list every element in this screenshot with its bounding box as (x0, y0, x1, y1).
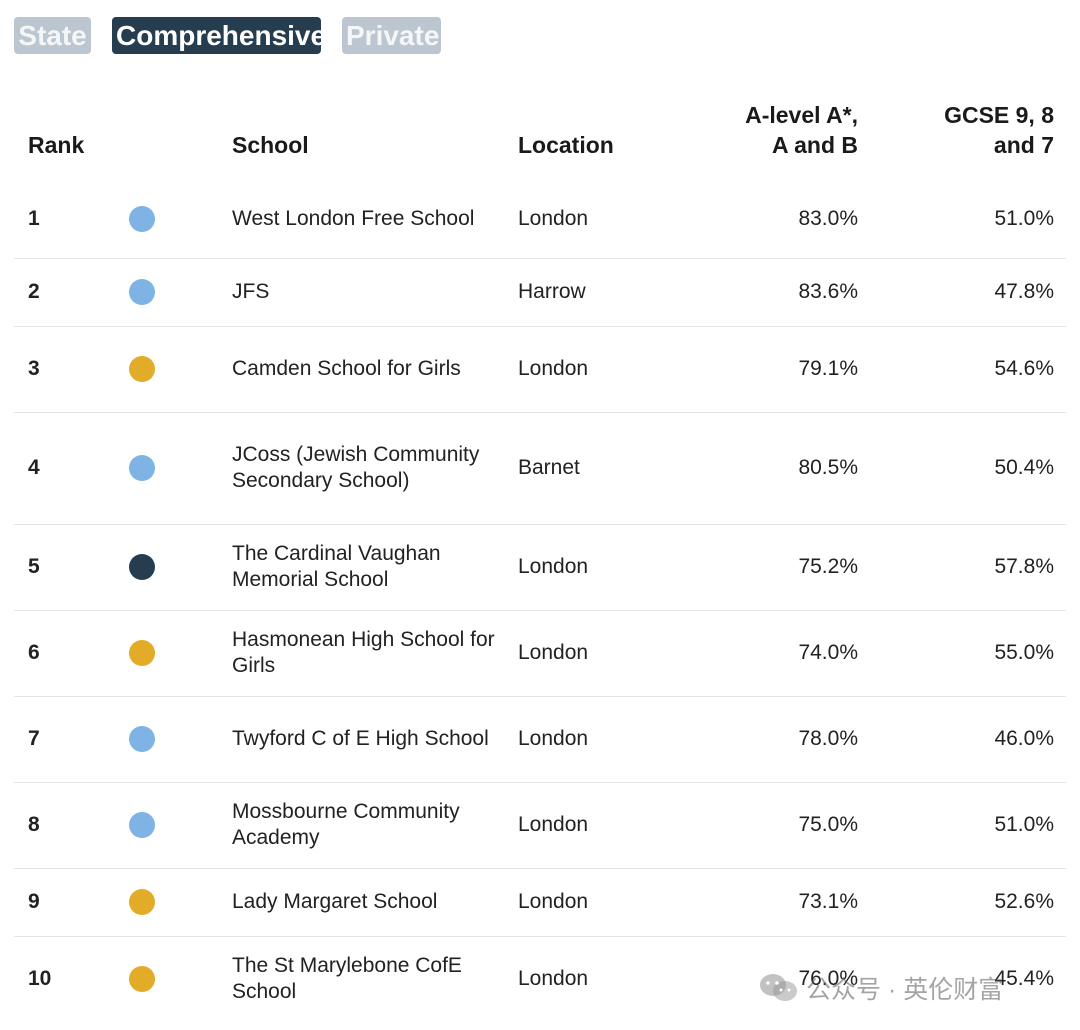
header-alevel[interactable]: A-level A*, A and B (706, 100, 858, 180)
location-cell: Harrow (518, 280, 586, 303)
rank-cell: 4 (28, 456, 40, 479)
location-cell: London (518, 890, 589, 913)
rank-cell: 9 (28, 890, 40, 913)
school-type-legend: State Comprehensive Private (14, 17, 441, 54)
school-type-dot (129, 640, 155, 667)
alevel-cell: 80.5% (798, 456, 858, 479)
school-type-dot (129, 554, 155, 581)
rank-cell: 5 (28, 555, 40, 578)
type-cell (122, 412, 232, 524)
type-cell (122, 524, 232, 610)
table-row[interactable]: 9 Lady Margaret School London 73.1% 52.6% (14, 868, 1066, 936)
location-cell: London (518, 727, 589, 750)
gcse-cell: 51.0% (994, 813, 1054, 836)
location-cell: Barnet (518, 456, 580, 479)
school-cell: JCoss (Jewish Community Secondary School… (232, 443, 480, 492)
legend-tag-private[interactable]: Private (342, 17, 441, 54)
school-cell: West London Free School (232, 206, 475, 230)
school-type-dot (129, 279, 155, 306)
header-alevel-line2: A and B (771, 132, 858, 158)
gcse-cell: 46.0% (994, 727, 1054, 750)
table-row[interactable]: 3 Camden School for Girls London 79.1% 54.6% (14, 326, 1066, 412)
table-row[interactable]: 7 Twyford C of E High School London 78.0% 46… (14, 696, 1066, 782)
header-gcse-line2: and 7 (993, 132, 1054, 158)
table-row[interactable]: 1 West London Free School London 83.0% 51.0% (14, 180, 1066, 258)
type-cell (122, 258, 232, 326)
legend-tag-state[interactable]: State (14, 17, 91, 54)
table-header-row: Rank School Location A-level A*, A and B… (14, 100, 1066, 180)
alevel-cell: 79.1% (798, 357, 858, 380)
type-cell (122, 610, 232, 696)
header-location[interactable]: Location (518, 132, 614, 158)
school-type-dot (129, 205, 155, 232)
school-ranking-table: Rank School Location A-level A*, A and B… (14, 100, 1066, 1022)
gcse-cell: 47.8% (994, 280, 1054, 303)
rank-cell: 6 (28, 641, 40, 664)
location-cell: London (518, 641, 589, 664)
rank-cell: 1 (28, 206, 40, 230)
alevel-cell: 83.6% (798, 280, 858, 303)
school-type-dot (129, 889, 155, 916)
watermark-text: 公众号 · 英伦财富 (806, 976, 1004, 1004)
type-cell (122, 696, 232, 782)
header-gcse[interactable]: GCSE 9, 8 and 7 (858, 100, 1066, 180)
school-cell: Mossbourne Community Academy (232, 800, 460, 849)
alevel-cell: 76.0% (798, 967, 858, 991)
gcse-cell: 51.0% (994, 206, 1054, 230)
table-row[interactable]: 4 JCoss (Jewish Community Secondary Schoo… (14, 412, 1066, 524)
gcse-cell: 57.8% (994, 555, 1054, 578)
school-cell: Hasmonean High School for Girls (232, 628, 495, 677)
type-cell (122, 782, 232, 868)
header-gcse-line1: GCSE 9, 8 (944, 102, 1054, 128)
header-rank[interactable]: Rank (28, 132, 85, 158)
type-cell (122, 868, 232, 936)
rank-cell: 10 (28, 967, 52, 991)
table-row[interactable]: 5 The Cardinal Vaughan Memorial School Lon… (14, 524, 1066, 610)
school-cell: Camden School for Girls (232, 357, 461, 380)
location-cell: London (518, 967, 589, 991)
wechat-icon (760, 974, 797, 1001)
school-cell: The Cardinal Vaughan Memorial School (232, 542, 441, 591)
school-cell: Twyford C of E High School (232, 727, 489, 750)
alevel-cell: 73.1% (798, 890, 858, 913)
school-type-dot (129, 356, 155, 383)
location-cell: London (518, 813, 589, 836)
location-cell: London (518, 206, 589, 230)
type-cell (122, 180, 232, 258)
rank-cell: 7 (28, 727, 40, 750)
gcse-cell: 52.6% (994, 890, 1054, 913)
alevel-cell: 74.0% (798, 641, 858, 664)
school-type-dot (129, 812, 155, 839)
school-type-dot (129, 966, 155, 993)
rank-cell: 8 (28, 813, 40, 836)
school-type-dot (129, 455, 155, 482)
gcse-cell: 54.6% (994, 357, 1054, 380)
school-cell: The St Marylebone CofE School (232, 954, 462, 1004)
gcse-cell: 45.4% (994, 967, 1054, 991)
location-cell: London (518, 357, 589, 380)
gcse-cell: 55.0% (994, 641, 1054, 664)
type-cell (122, 326, 232, 412)
header-alevel-line1: A-level A*, (745, 102, 858, 128)
school-cell: Lady Margaret School (232, 890, 438, 913)
header-type (122, 100, 232, 180)
school-type-dot (129, 726, 155, 753)
alevel-cell: 78.0% (798, 727, 858, 750)
gcse-cell: 50.4% (994, 456, 1054, 479)
legend-tag-comprehensive[interactable]: Comprehensive (112, 17, 326, 54)
rank-cell: 3 (28, 357, 40, 380)
school-cell: JFS (232, 280, 270, 303)
rank-cell: 2 (28, 280, 40, 303)
table-row[interactable]: 10 The St Marylebone CofE School London 76.… (14, 936, 1066, 1022)
alevel-cell: 83.0% (798, 206, 858, 230)
watermark: 公众号 · 英伦财富 (758, 970, 1003, 1006)
alevel-cell: 75.2% (798, 555, 858, 578)
alevel-cell: 75.0% (798, 813, 858, 836)
type-cell (122, 936, 232, 1022)
header-school[interactable]: School (232, 132, 309, 158)
table-row[interactable]: 6 Hasmonean High School for Girls London 74… (14, 610, 1066, 696)
table-row[interactable]: 2 JFS Harrow 83.6% 47.8% (14, 258, 1066, 326)
location-cell: London (518, 555, 589, 578)
table-row[interactable]: 8 Mossbourne Community Academy London 75.0%… (14, 782, 1066, 868)
